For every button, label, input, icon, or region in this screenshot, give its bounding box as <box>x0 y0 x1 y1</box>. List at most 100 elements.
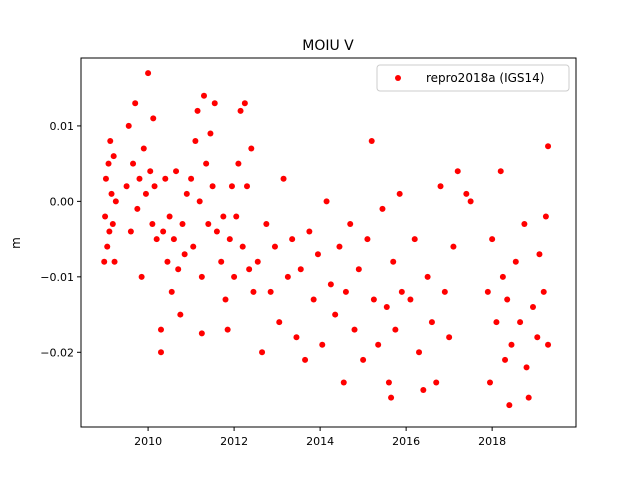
legend-marker <box>395 75 401 81</box>
data-point <box>246 266 253 273</box>
data-point <box>145 70 152 77</box>
data-point <box>545 341 552 348</box>
legend: repro2018a (IGS14) <box>376 64 570 92</box>
data-point <box>271 243 278 250</box>
data-point <box>196 198 203 205</box>
x-tick-label: 2014 <box>306 435 334 448</box>
data-point <box>203 160 210 167</box>
data-point <box>136 175 143 182</box>
data-point <box>545 143 552 150</box>
data-point <box>160 228 167 235</box>
data-point <box>467 198 474 205</box>
data-point <box>198 273 205 280</box>
data-point <box>446 334 453 341</box>
data-point <box>525 394 532 401</box>
data-point <box>411 236 418 243</box>
data-point <box>396 190 403 197</box>
data-point <box>486 379 493 386</box>
data-point <box>147 168 154 175</box>
x-tick-label: 2012 <box>220 435 248 448</box>
y-tick-label: 0.00 <box>50 195 75 208</box>
data-point <box>157 349 164 356</box>
data-point <box>138 273 145 280</box>
data-point <box>222 296 229 303</box>
data-point <box>248 145 255 152</box>
data-point <box>534 334 541 341</box>
data-point <box>340 379 347 386</box>
data-point <box>149 221 156 228</box>
data-point <box>370 296 377 303</box>
data-point <box>101 258 108 265</box>
data-point <box>250 288 257 295</box>
data-point <box>102 175 109 182</box>
data-point <box>237 107 244 114</box>
data-point <box>111 258 118 265</box>
data-point <box>104 243 111 250</box>
data-point <box>130 160 137 167</box>
data-point <box>502 356 509 363</box>
data-point <box>463 190 470 197</box>
data-point <box>336 243 343 250</box>
data-point <box>314 251 321 258</box>
data-point <box>173 168 180 175</box>
data-point <box>150 115 157 122</box>
data-point <box>319 341 326 348</box>
x-tick-label: 2010 <box>134 435 162 448</box>
data-point <box>523 364 530 371</box>
data-point <box>407 296 414 303</box>
plot-frame <box>80 57 577 428</box>
data-point <box>112 198 119 205</box>
data-point <box>383 304 390 311</box>
data-point <box>175 266 182 273</box>
data-point <box>351 326 358 333</box>
data-point <box>441 288 448 295</box>
data-point <box>106 228 113 235</box>
data-point <box>347 221 354 228</box>
data-point <box>151 183 158 190</box>
data-point <box>504 296 511 303</box>
data-point <box>170 236 177 243</box>
data-point <box>231 273 238 280</box>
data-point <box>493 319 500 326</box>
data-point <box>379 205 386 212</box>
data-point <box>529 304 536 311</box>
data-point <box>454 168 461 175</box>
data-point <box>398 288 405 295</box>
data-point <box>233 213 240 220</box>
data-point <box>142 190 149 197</box>
y-tick-label: −0.02 <box>40 346 74 359</box>
data-point <box>213 228 220 235</box>
data-point <box>218 258 225 265</box>
data-point <box>207 130 214 137</box>
data-point <box>190 243 197 250</box>
data-point <box>205 221 212 228</box>
data-point <box>310 296 317 303</box>
legend-box <box>376 64 570 92</box>
data-point <box>220 213 227 220</box>
data-point <box>123 183 130 190</box>
data-point <box>241 100 248 107</box>
data-point <box>209 183 216 190</box>
data-point <box>388 394 395 401</box>
data-point <box>153 236 160 243</box>
data-point <box>125 122 132 129</box>
data-point <box>259 349 266 356</box>
y-axis-label: m <box>9 237 23 249</box>
data-point <box>224 326 231 333</box>
data-point <box>162 175 169 182</box>
x-axis-ticks: 2010 2012 2014 2016 2018 <box>134 427 506 448</box>
data-point <box>499 273 506 280</box>
data-point <box>211 100 218 107</box>
data-point <box>109 221 116 228</box>
data-point <box>293 334 300 341</box>
data-point <box>134 205 141 212</box>
data-point <box>497 168 504 175</box>
data-point <box>484 288 491 295</box>
data-point <box>368 138 375 145</box>
data-point <box>188 175 195 182</box>
data-point <box>536 251 543 258</box>
data-point <box>244 183 251 190</box>
data-point <box>280 175 287 182</box>
data-point <box>276 319 283 326</box>
data-point <box>107 138 114 145</box>
